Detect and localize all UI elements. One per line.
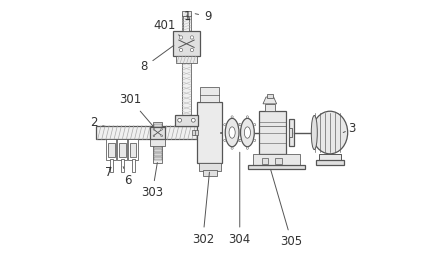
Bar <box>154 149 162 152</box>
Ellipse shape <box>238 124 241 126</box>
Bar <box>96 126 199 139</box>
Bar <box>182 12 190 16</box>
Bar <box>289 128 292 137</box>
Ellipse shape <box>178 118 182 122</box>
Ellipse shape <box>312 111 348 154</box>
Bar <box>198 102 222 163</box>
Text: 302: 302 <box>192 172 214 246</box>
Ellipse shape <box>190 36 194 39</box>
Ellipse shape <box>229 127 235 138</box>
Bar <box>128 139 138 160</box>
Ellipse shape <box>244 127 250 138</box>
Bar <box>267 94 273 98</box>
Polygon shape <box>263 97 277 104</box>
Bar <box>316 160 344 165</box>
Bar <box>154 141 162 144</box>
Ellipse shape <box>153 135 155 137</box>
Text: 3: 3 <box>343 122 356 135</box>
Bar <box>173 31 200 56</box>
Text: 8: 8 <box>140 45 174 73</box>
Text: 303: 303 <box>141 163 163 199</box>
Ellipse shape <box>246 147 249 149</box>
Bar <box>203 170 217 176</box>
Text: 2: 2 <box>90 116 105 129</box>
Bar <box>175 115 198 126</box>
Ellipse shape <box>179 48 182 52</box>
Ellipse shape <box>224 124 226 126</box>
Bar <box>154 128 162 131</box>
Bar <box>154 122 162 163</box>
Ellipse shape <box>239 139 241 141</box>
Bar <box>119 144 126 157</box>
Bar <box>275 158 282 164</box>
Bar <box>154 137 162 139</box>
Bar <box>265 104 275 111</box>
Text: 1: 1 <box>183 10 191 23</box>
Bar <box>259 111 286 154</box>
Bar <box>200 87 219 102</box>
Text: 9: 9 <box>195 10 211 23</box>
Bar <box>154 132 162 135</box>
Ellipse shape <box>246 116 249 118</box>
Ellipse shape <box>225 118 239 147</box>
Ellipse shape <box>254 124 256 126</box>
Bar <box>262 158 269 164</box>
Ellipse shape <box>311 115 317 150</box>
Bar <box>131 159 135 172</box>
Bar <box>254 154 300 165</box>
Bar <box>154 153 162 156</box>
Bar <box>121 159 124 172</box>
Bar <box>194 130 198 135</box>
Ellipse shape <box>161 135 163 137</box>
Ellipse shape <box>231 147 233 149</box>
Bar <box>110 159 113 172</box>
Bar <box>117 139 127 160</box>
Bar <box>154 124 162 127</box>
Text: 305: 305 <box>270 169 303 248</box>
Text: 304: 304 <box>229 152 251 246</box>
Ellipse shape <box>161 128 163 130</box>
Ellipse shape <box>190 48 194 52</box>
Bar <box>108 144 115 157</box>
Text: 401: 401 <box>154 20 180 36</box>
Bar <box>319 154 341 161</box>
Ellipse shape <box>239 124 241 126</box>
Bar <box>248 164 305 169</box>
Bar <box>154 145 162 148</box>
Ellipse shape <box>153 128 155 130</box>
Bar <box>289 119 294 146</box>
Bar <box>107 139 116 160</box>
Bar <box>176 56 197 63</box>
Ellipse shape <box>254 139 256 141</box>
Bar <box>183 16 190 31</box>
Text: 6: 6 <box>123 167 131 187</box>
Bar <box>182 15 191 126</box>
Ellipse shape <box>238 139 241 141</box>
Text: 301: 301 <box>119 93 153 126</box>
Bar <box>154 157 162 160</box>
Ellipse shape <box>224 139 226 141</box>
Ellipse shape <box>191 118 195 122</box>
Bar <box>199 163 221 171</box>
Ellipse shape <box>231 116 233 118</box>
Bar <box>150 126 166 139</box>
Ellipse shape <box>179 36 182 39</box>
Bar <box>130 144 136 157</box>
Bar <box>192 130 195 135</box>
Ellipse shape <box>241 118 254 147</box>
Bar <box>150 139 166 146</box>
Text: 7: 7 <box>105 166 112 179</box>
